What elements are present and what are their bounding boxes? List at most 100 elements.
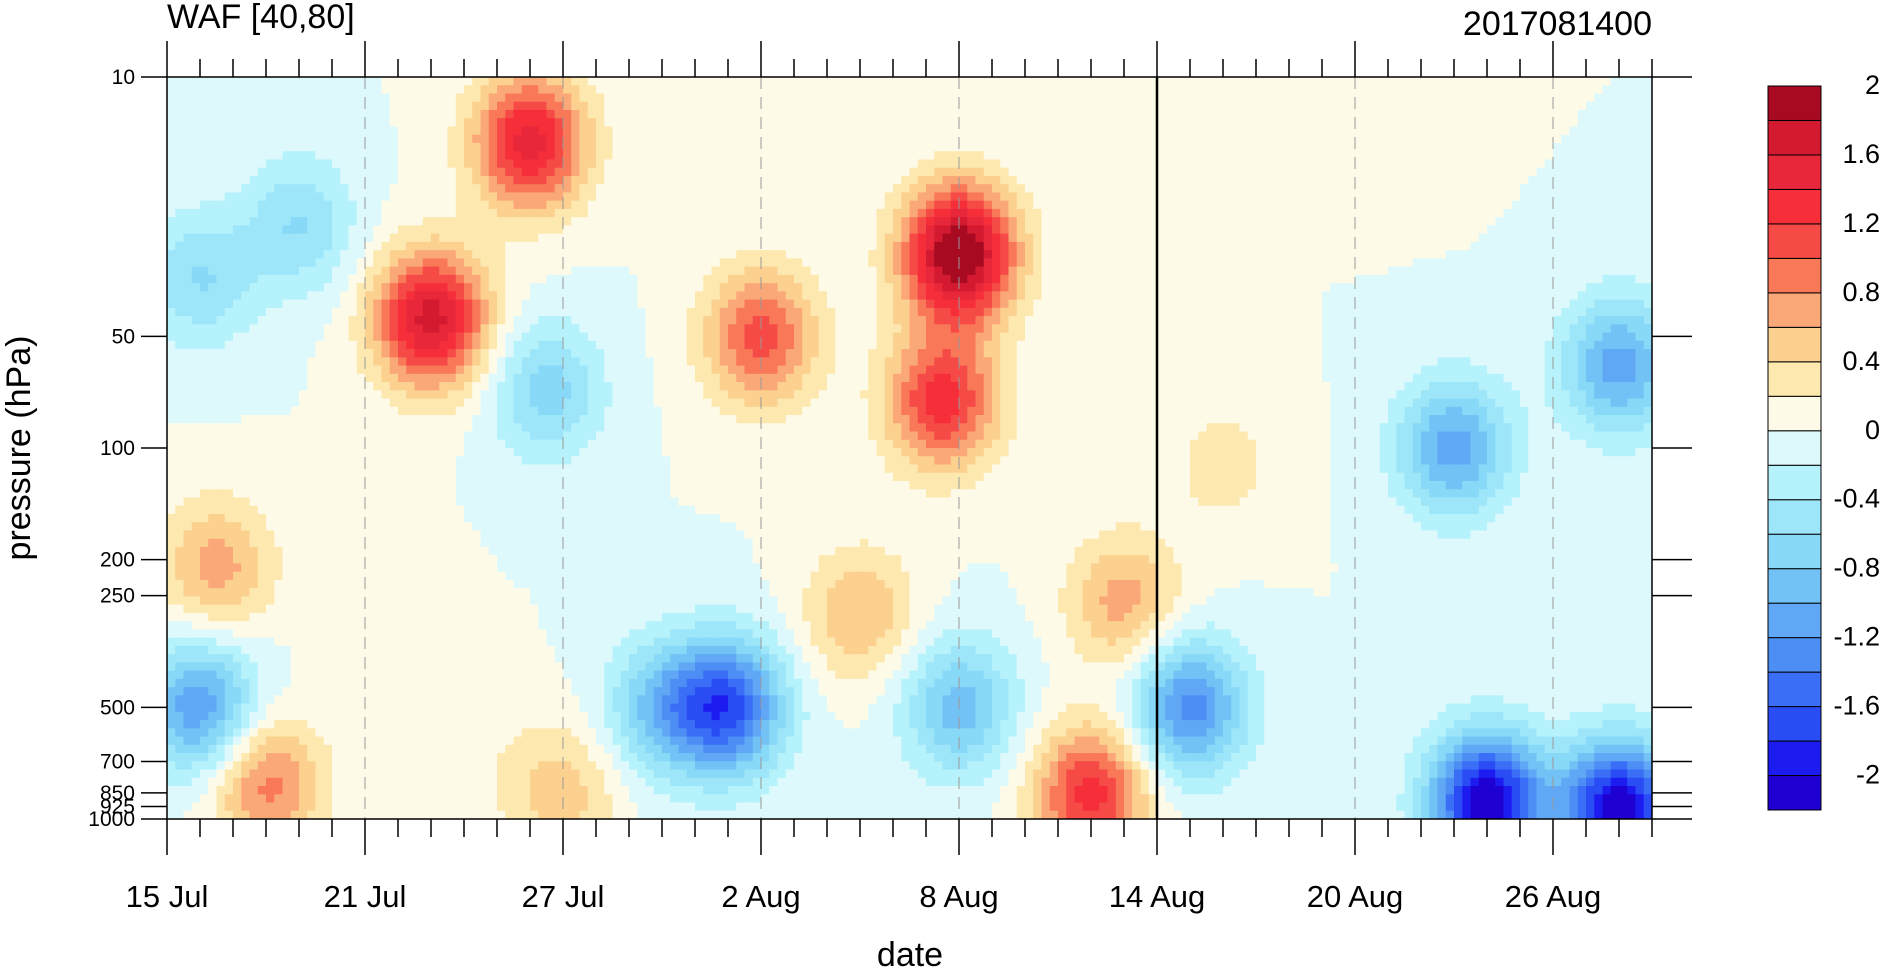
field-cell	[604, 777, 614, 787]
field-cell	[216, 208, 226, 218]
field-cell	[414, 456, 424, 466]
field-cell	[282, 299, 292, 309]
field-cell	[216, 151, 226, 161]
field-cell	[464, 744, 473, 754]
field-cell	[208, 687, 218, 696]
field-cell	[513, 513, 523, 523]
field-cell	[447, 794, 457, 804]
field-cell	[596, 258, 605, 268]
field-cell	[546, 316, 556, 325]
field-cell	[323, 85, 333, 95]
field-cell	[472, 307, 482, 317]
field-cell	[431, 802, 440, 812]
field-cell	[447, 316, 457, 325]
field-cell	[546, 637, 556, 647]
field-cell	[398, 217, 407, 226]
field-cell	[612, 794, 622, 804]
field-cell	[480, 101, 490, 111]
field-cell	[563, 794, 572, 804]
field-cell	[224, 101, 234, 111]
field-cell	[422, 431, 432, 441]
field-cell	[604, 406, 614, 416]
field-cell	[455, 703, 465, 713]
field-cell	[513, 349, 523, 358]
field-cell	[596, 497, 605, 507]
field-cell	[546, 274, 556, 284]
field-cell	[513, 299, 523, 309]
field-cell	[274, 794, 284, 804]
field-cell	[282, 151, 292, 161]
field-cell	[224, 151, 234, 161]
field-cell	[530, 769, 539, 779]
field-cell	[282, 142, 292, 152]
field-cell	[356, 744, 366, 754]
field-cell	[282, 736, 292, 746]
field-cell	[554, 184, 564, 194]
field-cell	[447, 472, 457, 482]
field-cell	[538, 538, 548, 548]
field-cell	[241, 629, 251, 639]
field-cell	[538, 250, 548, 259]
field-cell	[422, 744, 432, 754]
field-cell	[241, 118, 251, 128]
field-cell	[167, 810, 176, 819]
field-cell	[323, 645, 333, 655]
field-cell	[398, 604, 407, 614]
field-cell	[538, 596, 548, 606]
field-cell	[323, 77, 333, 86]
field-cell	[381, 505, 391, 515]
field-cell	[233, 571, 242, 581]
field-cell	[406, 761, 416, 771]
field-cell	[488, 208, 498, 218]
field-cell	[299, 316, 308, 325]
field-cell	[464, 118, 473, 128]
field-cell	[348, 283, 358, 292]
field-cell	[480, 728, 490, 738]
field-cell	[183, 612, 193, 622]
field-cell	[257, 654, 267, 663]
field-cell	[183, 415, 193, 424]
field-cell	[290, 349, 300, 358]
field-cell	[290, 489, 300, 499]
field-cell	[389, 208, 399, 218]
field-cell	[224, 415, 234, 424]
field-cell	[290, 728, 300, 738]
field-cell	[579, 134, 589, 144]
field-cell	[513, 596, 523, 606]
field-cell	[208, 448, 218, 457]
field-cell	[554, 662, 564, 672]
field-cell	[200, 538, 209, 548]
field-cell	[315, 703, 325, 713]
field-cell	[249, 307, 259, 317]
field-cell	[282, 497, 292, 507]
field-cell	[579, 728, 589, 738]
field-cell	[398, 324, 407, 334]
field-cell	[571, 241, 581, 251]
field-cell	[183, 184, 193, 194]
field-cell	[521, 802, 531, 812]
field-cell	[596, 687, 605, 696]
field-cell	[299, 769, 308, 779]
field-cell	[266, 588, 275, 597]
field-cell	[497, 274, 506, 284]
field-cell	[381, 645, 391, 655]
field-cell	[571, 472, 581, 482]
field-cell	[282, 637, 292, 647]
field-cell	[447, 761, 457, 771]
field-cell	[455, 85, 465, 95]
field-cell	[455, 472, 465, 482]
field-cell	[513, 530, 523, 540]
field-cell	[381, 406, 391, 416]
field-cell	[431, 274, 440, 284]
field-cell	[356, 736, 366, 746]
field-cell	[266, 538, 275, 548]
field-cell	[447, 398, 457, 408]
field-cell	[315, 184, 325, 194]
field-cell	[455, 266, 465, 276]
field-cell	[439, 777, 449, 787]
field-cell	[414, 118, 424, 128]
field-cell	[579, 142, 589, 152]
field-cell	[315, 126, 325, 136]
field-cell	[596, 398, 605, 408]
field-cell	[563, 101, 572, 111]
